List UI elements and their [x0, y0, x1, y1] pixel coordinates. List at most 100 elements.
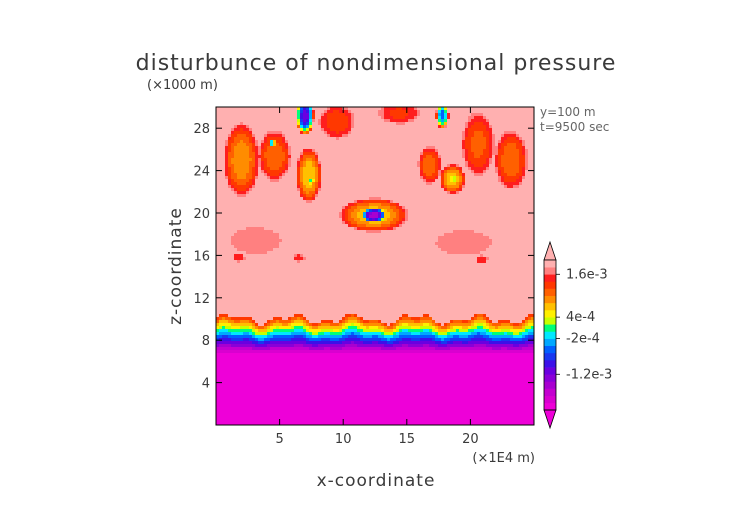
- heatmap-cell: [234, 242, 238, 246]
- heatmap-cell: [468, 173, 472, 177]
- heatmap-cell: [267, 221, 271, 225]
- heatmap-cell: [495, 221, 499, 225]
- heatmap-cell: [387, 209, 391, 213]
- heatmap-cell: [513, 110, 517, 114]
- heatmap-cell: [333, 215, 337, 219]
- heatmap-cell: [495, 245, 499, 249]
- heatmap-cell: [465, 188, 469, 192]
- heatmap-cell: [357, 239, 361, 243]
- heatmap-cell: [480, 164, 484, 168]
- heatmap-cell: [324, 194, 328, 198]
- heatmap-cell: [348, 209, 352, 213]
- heatmap-cell: [351, 113, 355, 117]
- heatmap-cell: [333, 224, 337, 228]
- heatmap-cell: [462, 173, 466, 177]
- heatmap-cell: [306, 224, 310, 228]
- heatmap-cell: [216, 221, 220, 225]
- heatmap-cell: [396, 215, 400, 219]
- heatmap-cell: [297, 188, 301, 192]
- heatmap-cell: [429, 209, 433, 213]
- heatmap-cell: [507, 170, 511, 174]
- heatmap-cell: [507, 224, 511, 228]
- heatmap-cell: [267, 152, 271, 156]
- heatmap-cell: [468, 158, 472, 162]
- heatmap-cell: [390, 122, 394, 126]
- heatmap-cell: [276, 227, 280, 231]
- heatmap-cell: [225, 119, 229, 123]
- heatmap-cell: [363, 224, 367, 228]
- heatmap-cell: [312, 191, 316, 195]
- heatmap-cell: [246, 149, 250, 153]
- heatmap-cell: [486, 107, 490, 111]
- heatmap-cell: [504, 188, 508, 192]
- heatmap-cell: [375, 197, 379, 201]
- heatmap-cell: [276, 182, 280, 186]
- heatmap-cell: [495, 149, 499, 153]
- heatmap-cell: [342, 230, 346, 234]
- heatmap-cell: [366, 161, 370, 165]
- heatmap-cell: [525, 206, 529, 210]
- heatmap-cell: [294, 152, 298, 156]
- heatmap-cell: [462, 137, 466, 141]
- heatmap-cell: [309, 179, 313, 183]
- heatmap-cell: [528, 143, 532, 147]
- heatmap-cell: [447, 170, 451, 174]
- heatmap-cell: [465, 113, 469, 117]
- heatmap-cell: [420, 149, 424, 153]
- heatmap-cell: [243, 239, 247, 243]
- heatmap-cell: [330, 152, 334, 156]
- heatmap-cell: [336, 221, 340, 225]
- heatmap-cell: [225, 206, 229, 210]
- heatmap-cell: [423, 191, 427, 195]
- heatmap-cell: [390, 110, 394, 114]
- heatmap-cell: [495, 116, 499, 120]
- heatmap-cell: [270, 209, 274, 213]
- heatmap-cell: [339, 206, 343, 210]
- heatmap-cell: [486, 227, 490, 231]
- heatmap-cell: [312, 203, 316, 207]
- heatmap-cell: [411, 215, 415, 219]
- heatmap-cell: [222, 221, 226, 225]
- heatmap-cell: [246, 236, 250, 240]
- heatmap-cell: [528, 155, 532, 159]
- heatmap-cell: [456, 203, 460, 207]
- heatmap-cell: [399, 236, 403, 240]
- heatmap-cell: [375, 134, 379, 138]
- heatmap-cell: [357, 203, 361, 207]
- heatmap-cell: [426, 179, 430, 183]
- heatmap-cell: [474, 173, 478, 177]
- heatmap-cell: [243, 164, 247, 168]
- heatmap-cell: [336, 206, 340, 210]
- heatmap-cell: [411, 116, 415, 120]
- heatmap-cell: [477, 179, 481, 183]
- heatmap-cell: [366, 191, 370, 195]
- heatmap-cell: [513, 200, 517, 204]
- heatmap-cell: [345, 230, 349, 234]
- heatmap-cell: [435, 191, 439, 195]
- heatmap-cell: [474, 122, 478, 126]
- heatmap-cell: [249, 125, 253, 129]
- heatmap-cell: [489, 119, 493, 123]
- heatmap-cell: [285, 146, 289, 150]
- heatmap-cell: [387, 131, 391, 135]
- heatmap-cell: [393, 245, 397, 249]
- heatmap-cell: [366, 179, 370, 183]
- heatmap-cell: [456, 119, 460, 123]
- heatmap-cell: [330, 113, 334, 117]
- heatmap-cell: [465, 110, 469, 114]
- heatmap-cell: [330, 227, 334, 231]
- heatmap-cell: [420, 176, 424, 180]
- heatmap-cell: [432, 170, 436, 174]
- heatmap-cell: [312, 167, 316, 171]
- heatmap-cell: [441, 161, 445, 165]
- heatmap-cell: [336, 158, 340, 162]
- heatmap-cell: [492, 158, 496, 162]
- heatmap-cell: [339, 209, 343, 213]
- heatmap-cell: [441, 158, 445, 162]
- heatmap-cell: [429, 119, 433, 123]
- heatmap-cell: [405, 131, 409, 135]
- heatmap-cell: [417, 146, 421, 150]
- heatmap-cell: [531, 170, 534, 174]
- heatmap-cell: [219, 233, 223, 237]
- heatmap-cell: [237, 155, 241, 159]
